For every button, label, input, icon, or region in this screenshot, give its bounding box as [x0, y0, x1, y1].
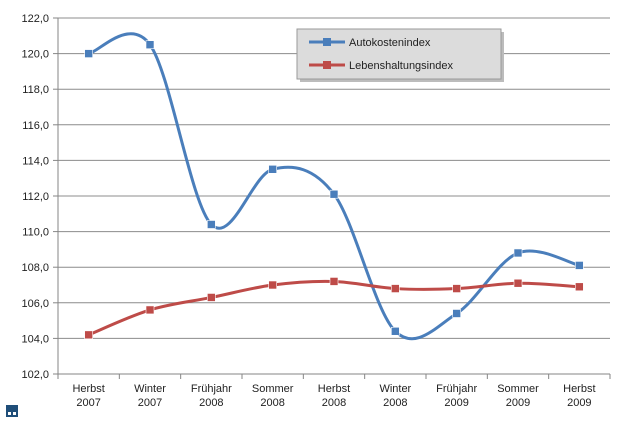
legend-marker-0	[323, 38, 331, 46]
series-point-0	[513, 248, 523, 258]
corner-resize-icon	[6, 405, 18, 417]
series-point-1	[268, 280, 277, 290]
y-tick-label: 114,0	[22, 155, 49, 167]
y-tick-label: 122,0	[21, 13, 49, 25]
x-tick-label-line: 2008	[322, 397, 346, 409]
series-point-0	[145, 40, 155, 50]
series-point-1	[329, 277, 339, 286]
x-tick-label: Sommer 2009	[497, 383, 539, 409]
x-tick-label-line: 2008	[383, 397, 407, 409]
y-tick-label: 112,0	[22, 191, 49, 203]
x-tick-label-line: 2007	[138, 397, 162, 409]
series-point-1	[452, 284, 461, 293]
legend-label-0: Autokostenindex	[349, 37, 431, 49]
x-tick-label-line: Frühjahr	[191, 383, 232, 395]
series-point-0	[391, 326, 400, 336]
legend-marker-1	[323, 61, 331, 69]
x-tick-label: Frühjahr 2009	[436, 383, 477, 409]
x-tick-label: Herbst 2007	[72, 383, 104, 409]
y-tick-label: 116,0	[22, 120, 49, 132]
series-point-0	[268, 165, 277, 174]
series-line-0	[87, 32, 581, 341]
x-tick-label-line: 2009	[506, 397, 530, 409]
series-point-0	[329, 189, 339, 199]
y-tick-label: 106,0	[21, 298, 49, 310]
series-point-0	[207, 220, 216, 229]
series-point-1	[575, 282, 584, 292]
x-tick-label-line: 2008	[260, 397, 284, 409]
x-tick-label-line: 2009	[567, 397, 591, 409]
series-point-1	[145, 305, 155, 315]
series-point-1	[391, 284, 400, 293]
x-tick-label-line: Winter	[379, 383, 411, 395]
series-point-0	[575, 261, 584, 270]
x-tick-label-line: 2009	[444, 397, 468, 409]
series-point-1	[513, 278, 523, 288]
series-point-1	[84, 330, 93, 340]
legend-box	[296, 28, 502, 80]
x-tick-label: Frühjahr 2008	[191, 383, 232, 409]
x-tick-label-line: Herbst	[72, 383, 104, 395]
y-tick-label: 118,0	[22, 84, 49, 96]
y-tick-label: 110,0	[22, 227, 49, 239]
y-tick-label: 102,0	[21, 369, 49, 381]
x-tick-label: Winter 2008	[379, 383, 411, 409]
x-tick-label-line: Frühjahr	[436, 383, 477, 395]
x-tick-label-line: Herbst	[563, 383, 595, 395]
x-tick-label: Sommer 2008	[252, 383, 294, 409]
series-point-0	[84, 49, 93, 58]
legend-label-1: Lebenshaltungsindex	[349, 60, 453, 72]
x-tick-label-line: 2008	[199, 397, 223, 409]
y-tick-label: 108,0	[21, 262, 49, 274]
x-tick-label-line: 2007	[76, 397, 100, 409]
x-tick-label: Herbst 2008	[318, 383, 350, 409]
y-tick-label: 104,0	[21, 333, 49, 345]
x-tick-label-line: Sommer	[252, 383, 294, 395]
y-tick-label: 120,0	[21, 49, 49, 61]
x-tick-label-line: Winter	[134, 383, 166, 395]
x-tick-label-line: Herbst	[318, 383, 350, 395]
series-line-1	[87, 279, 581, 337]
x-tick-label-line: Sommer	[497, 383, 539, 395]
series-point-1	[207, 293, 216, 302]
x-tick-label: Herbst 2009	[563, 383, 595, 409]
series-point-0	[452, 309, 461, 318]
x-tick-label: Winter 2007	[134, 383, 166, 409]
